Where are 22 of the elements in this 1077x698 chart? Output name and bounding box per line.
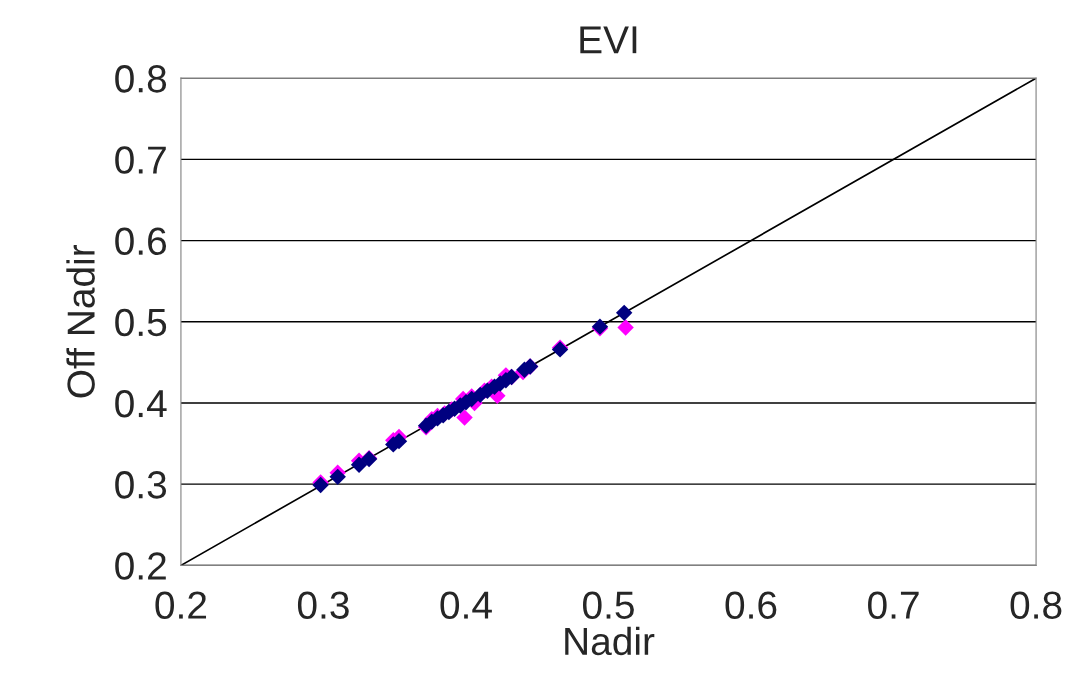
y-tick-label: 0.5 <box>115 308 167 337</box>
y-tick-label: 0.6 <box>115 227 167 256</box>
chart-title: EVI <box>580 26 637 54</box>
x-axis-title: Nadir <box>565 626 655 656</box>
x-tick-label: 0.4 <box>440 591 492 619</box>
point <box>615 304 633 322</box>
point <box>456 409 473 426</box>
y-axis-title: Off Nadir <box>66 244 95 398</box>
x-tick-label: 0.7 <box>868 591 919 619</box>
x-tick-label: 0.3 <box>297 591 349 619</box>
x-tick-label: 0.5 <box>583 591 634 619</box>
x-tick-label: 0.6 <box>725 591 777 619</box>
point <box>350 456 368 473</box>
y-tick-label: 0.2 <box>115 552 166 580</box>
point <box>329 468 346 486</box>
y-tick-label: 0.3 <box>115 471 167 499</box>
x-tick-label: 0.2 <box>155 591 207 619</box>
point <box>617 319 634 336</box>
y-tick-label: 0.8 <box>115 65 167 93</box>
y-tick-label: 0.7 <box>115 146 166 174</box>
y-tick-label: 0.4 <box>115 389 167 418</box>
x-tick-label: 0.8 <box>1010 591 1062 619</box>
